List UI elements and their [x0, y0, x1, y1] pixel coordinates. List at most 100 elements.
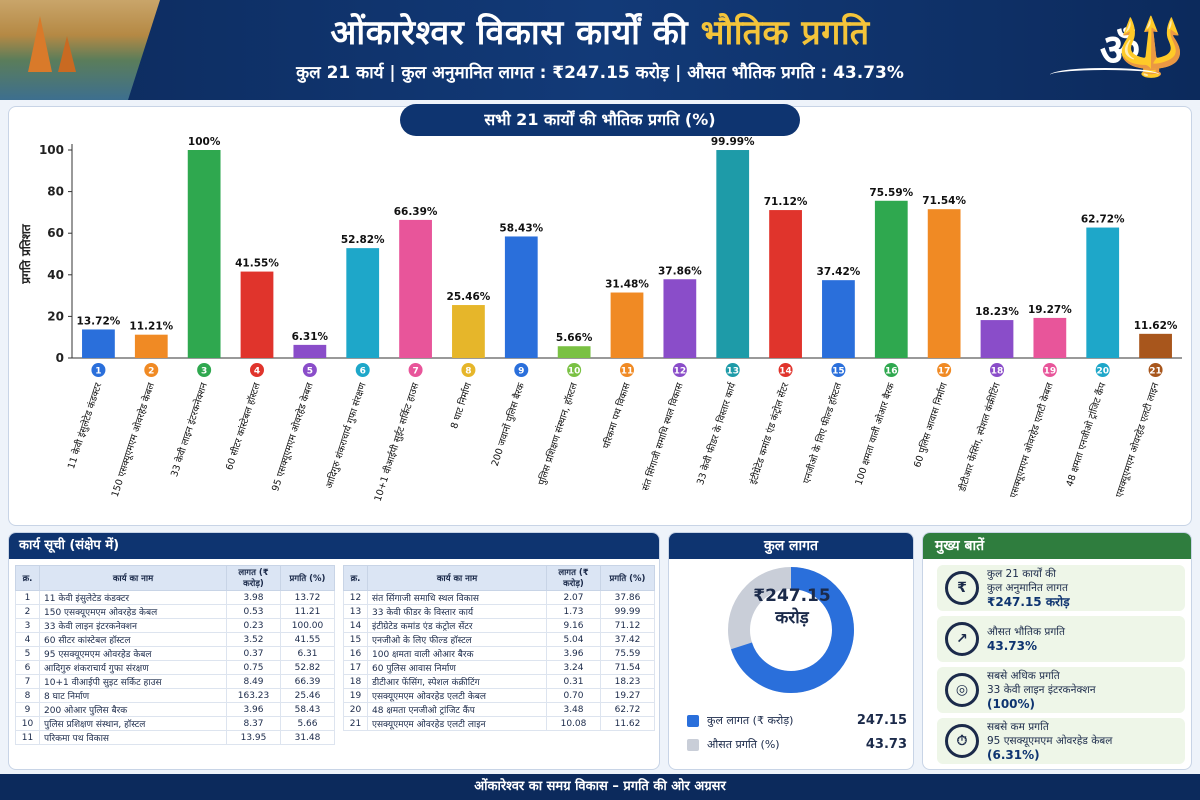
chart-heading: सभी 21 कार्यों की भौतिक प्रगति (%) [400, 104, 800, 136]
bar-number: 11 [621, 367, 634, 377]
key-point-item: ⏱ सबसे कम प्रगति 95 एसक्यूएमएम ओवरहेड के… [937, 718, 1185, 764]
bar-number-badge [302, 363, 317, 377]
row-number: 9 [15, 702, 40, 717]
clock-icon: ⏱ [945, 724, 979, 758]
work-name: एनजीओ के लिए फील्ड हॉस्टल [367, 632, 547, 647]
table-row: 3 33 केवी लाइन इंटरकनेक्शन 0.23 100.00 [15, 618, 335, 633]
category-label: संत सिंगाजी समाधि स्थल विकास [639, 381, 685, 493]
work-name: 95 एसक्यूएमएम ओवरहेड केबल [39, 646, 227, 661]
bar-number: 8 [465, 367, 471, 377]
donut-center-value: ₹247.15 [753, 586, 831, 606]
work-name: 10+1 वीआईपी सुइट सर्किट हाउस [39, 674, 227, 689]
bar [874, 200, 908, 358]
bar [663, 279, 697, 358]
bar [557, 346, 591, 358]
row-number: 13 [343, 604, 368, 619]
bar [82, 329, 115, 358]
work-name: 100 क्षमता वाली ओआर बैरक [367, 646, 547, 661]
work-name: संत सिंगाजी समाधि स्थल विकास [367, 590, 547, 605]
work-cost: 3.24 [546, 660, 601, 675]
work-progress: 62.72 [600, 702, 655, 717]
bar-number: 9 [518, 367, 524, 377]
bar-value-label: 52.82% [341, 234, 385, 246]
work-progress: 71.12 [600, 618, 655, 633]
bar [504, 236, 538, 358]
growth-chart-icon: ↗ [945, 622, 979, 656]
row-number: 17 [343, 660, 368, 675]
table-row: 9 200 ओआर पुलिस बैरक 3.96 58.43 [15, 702, 335, 717]
work-cost: 8.37 [226, 716, 281, 731]
row-number: 7 [15, 674, 40, 689]
work-progress: 5.66 [280, 716, 335, 731]
bar [980, 320, 1014, 358]
row-number: 8 [15, 688, 40, 703]
legend-avg-progress: औसत प्रगति (%) 43.73 [687, 737, 907, 752]
category-label: इंटीग्रेटेड कमांड एंड कंट्रोल सेंटर [747, 380, 792, 486]
header-banner: ओंकारेश्वर विकास कार्यों की भौतिक प्रगति… [0, 0, 1200, 100]
column-header: प्रगति (%) [280, 565, 335, 591]
table-row: 19 एसक्यूएमएम ओवरहेड एलटी केबल 0.70 19.27 [343, 688, 655, 703]
work-name: एसक्यूएमएम ओवरहेड एलटी केबल [367, 688, 547, 703]
key-point-value: (6.31%) [987, 748, 1040, 762]
table-row: 1 11 केवी इंसुलेटेड कंडक्टर 3.98 13.72 [15, 590, 335, 605]
column-header: क्र. [343, 565, 368, 591]
footer-tagline: ओंकारेश्वर का समग्र विकास – प्रगति की ओर… [0, 774, 1200, 800]
row-number: 1 [15, 590, 40, 605]
bar [610, 292, 644, 358]
work-cost: 163.23 [226, 688, 281, 703]
work-progress: 66.39 [280, 674, 335, 689]
bar-value-label: 99.99% [711, 136, 755, 148]
bar-value-label: 19.27% [1028, 304, 1072, 316]
bar-number-badge [355, 363, 370, 377]
work-progress: 52.82 [280, 660, 335, 675]
column-header: क्र. [15, 565, 40, 591]
bar [769, 210, 802, 358]
work-progress: 19.27 [600, 688, 655, 703]
category-label: डीटीआर फेंसिंग, स्पेशल कंक्रीटिंग [956, 381, 1003, 494]
bar [240, 271, 274, 358]
works-list-heading: कार्य सूची (संक्षेप में) [9, 533, 659, 559]
bar-number: 19 [1044, 367, 1057, 377]
bar-value-label: 62.72% [1081, 214, 1125, 226]
key-point-line2: 33 केवी लाइन इंटरकनेक्शन [987, 684, 1096, 696]
bar-number: 6 [360, 367, 366, 377]
bar-value-label: 100% [188, 136, 221, 148]
row-number: 15 [343, 632, 368, 647]
bar-number: 20 [1096, 367, 1109, 377]
bar-value-label: 58.43% [499, 222, 543, 234]
bar-value-label: 18.23% [975, 306, 1019, 318]
work-cost: 0.37 [226, 646, 281, 661]
key-point-item: ◎ सबसे अधिक प्रगति 33 केवी लाइन इंटरकनेक… [937, 667, 1185, 713]
table-row: 4 60 सीटर कांस्टेबल हॉस्टल 3.52 41.55 [15, 632, 335, 647]
category-label: 10+1 वीआईपी सुईट सर्किट हाउस [372, 381, 422, 503]
table-row: 18 डीटीआर फेंसिंग, स्पेशल कंक्रीटिंग 0.31 1… [343, 674, 655, 689]
y-tick-label: 60 [47, 226, 64, 240]
bar-number: 1 [95, 367, 101, 377]
row-number: 19 [343, 688, 368, 703]
work-cost: 8.49 [226, 674, 281, 689]
table-row: 5 95 एसक्यूएमएम ओवरहेड केबल 0.37 6.31 [15, 646, 335, 661]
legend-label: कुल लागत (₹ करोड़) [707, 714, 794, 727]
table-row: 17 60 पुलिस आवास निर्माण 3.24 71.54 [343, 660, 655, 675]
table-row: 21 एसक्यूएमएम ओवरहेड एलटी लाइन 10.08 11.62 [343, 716, 655, 731]
bar-value-label: 6.31% [292, 331, 329, 343]
key-point-text: औसत भौतिक प्रगति 43.73% [987, 625, 1065, 653]
work-progress: 13.72 [280, 590, 335, 605]
bar [293, 344, 327, 358]
bar-value-label: 41.55% [235, 258, 279, 270]
category-label: परिकमा पथ विकास [600, 381, 633, 451]
donut-arc [728, 567, 854, 693]
work-progress: 37.42 [600, 632, 655, 647]
bar [1033, 317, 1067, 358]
bar [399, 219, 432, 358]
row-number: 12 [343, 590, 368, 605]
bar-number-badge [778, 363, 793, 377]
page-subtitle: कुल 21 कार्य | कुल अनुमानित लागत : ₹247.… [296, 63, 904, 83]
bar-number-badge [620, 363, 634, 377]
y-tick-label: 100 [39, 143, 64, 157]
bar-number-badge [514, 363, 529, 377]
y-tick-label: 0 [56, 351, 64, 365]
work-name: इंटीग्रेटेड कमांड एंड कंट्रोल सेंटर [367, 618, 547, 633]
work-name: 8 घाट निर्माण [39, 688, 227, 703]
bar-number-badge [1148, 363, 1163, 377]
